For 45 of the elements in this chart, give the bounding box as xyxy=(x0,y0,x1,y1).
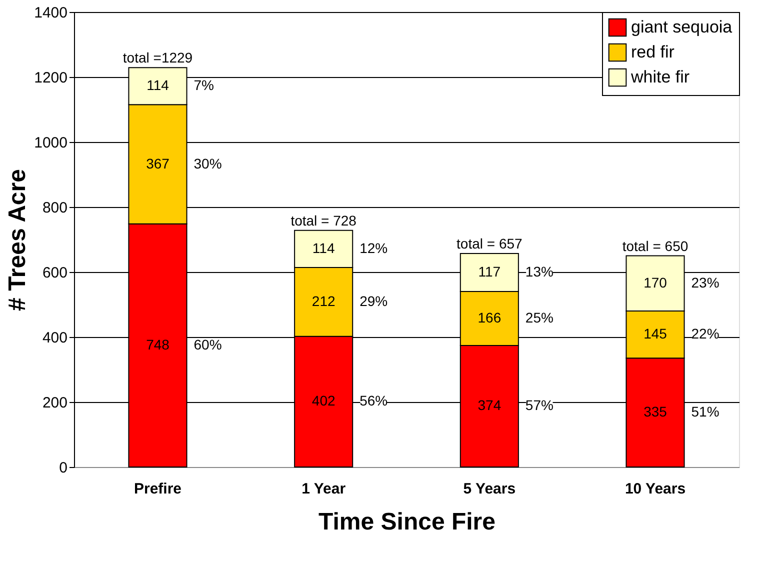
total-label: total =1229 xyxy=(122,50,193,66)
y-tick-label: 1400 xyxy=(34,4,68,22)
annotation: 60% xyxy=(194,336,222,352)
x-axis-title: Time Since Fire xyxy=(318,508,496,536)
y-tick-label: 800 xyxy=(42,200,68,216)
annotation: 57% xyxy=(525,397,554,414)
y-axis-title: # Trees Acre xyxy=(4,169,32,311)
data-label: 170 xyxy=(644,274,668,290)
data-label: 367 xyxy=(146,155,170,172)
y-tick-label: 1000 xyxy=(34,134,68,152)
annotation: 25% xyxy=(525,309,554,326)
annotation: 12% xyxy=(360,240,388,256)
y-tick-label: 400 xyxy=(42,330,68,346)
data-label: 335 xyxy=(644,404,668,420)
data-label: 748 xyxy=(146,336,170,352)
legend-label: giant sequoia xyxy=(631,18,733,36)
annotation: 56% xyxy=(360,392,388,409)
y-tick-label: 600 xyxy=(42,264,68,282)
legend-label: white fir xyxy=(630,68,690,86)
annotation: 30% xyxy=(194,155,222,172)
data-label: 374 xyxy=(478,397,502,414)
annotation: 22% xyxy=(691,326,720,342)
data-label: 114 xyxy=(312,240,335,256)
annotation: 13% xyxy=(525,263,554,280)
data-label: 145 xyxy=(644,326,668,342)
annotation: 29% xyxy=(360,292,388,309)
x-tick-label: Prefire xyxy=(134,480,182,498)
legend-label: red fir xyxy=(631,42,675,62)
x-tick-label: 1 Year xyxy=(302,480,346,498)
total-label: total = 657 xyxy=(456,235,523,252)
data-label: 114 xyxy=(146,77,170,94)
total-label: total = 650 xyxy=(622,238,688,254)
x-tick-label: 5 Years xyxy=(463,480,516,498)
annotation: 23% xyxy=(691,274,720,290)
x-tick-label: 10 Years xyxy=(624,480,686,498)
data-label: 402 xyxy=(312,392,336,409)
y-tick-label: 200 xyxy=(42,394,68,412)
y-tick-label: 0 xyxy=(59,460,68,476)
total-label: total = 728 xyxy=(290,212,357,228)
y-tick-label: 1200 xyxy=(34,70,68,86)
data-label: 166 xyxy=(478,309,502,326)
data-label: 117 xyxy=(478,263,501,280)
annotation: 51% xyxy=(691,404,720,420)
data-label: 212 xyxy=(312,292,336,309)
annotation: 7% xyxy=(194,77,214,94)
